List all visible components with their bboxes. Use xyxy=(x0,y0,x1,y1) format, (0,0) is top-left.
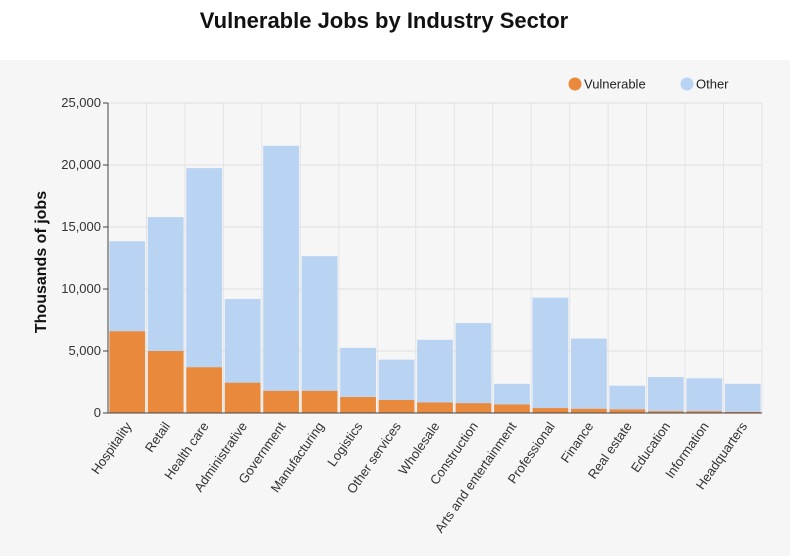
bar-other-8[interactable] xyxy=(417,339,453,403)
legend-swatch xyxy=(680,77,694,91)
y-tick-labels: 0 5,000 10,000 15,000 20,000 25,000 xyxy=(61,95,101,420)
bar-other-12[interactable] xyxy=(570,338,607,409)
bar-other-0[interactable] xyxy=(109,241,146,332)
y-tick-label: 20,000 xyxy=(61,157,101,172)
bar-vulnerable-7[interactable] xyxy=(378,399,415,413)
bar-vulnerable-13[interactable] xyxy=(609,409,646,413)
x-tick-label: Logistics xyxy=(324,419,366,469)
legend-label: Other xyxy=(696,77,729,92)
bar-other-9[interactable] xyxy=(455,323,492,404)
bar-other-7[interactable] xyxy=(378,359,415,400)
x-tick-label: Finance xyxy=(558,419,597,465)
bar-vulnerable-4[interactable] xyxy=(263,390,300,413)
bar-vulnerable-5[interactable] xyxy=(301,390,338,413)
bar-vulnerable-16[interactable] xyxy=(724,411,761,413)
bar-vulnerable-14[interactable] xyxy=(647,411,684,413)
bar-vulnerable-3[interactable] xyxy=(224,382,261,413)
bar-other-5[interactable] xyxy=(301,256,338,391)
legend-swatch xyxy=(568,77,582,91)
chart-panel: 0 5,000 10,000 15,000 20,000 25,000 Hospitali… xyxy=(0,60,790,556)
legend[interactable]: Vulnerable Other xyxy=(568,77,730,92)
axis-layer xyxy=(103,102,762,414)
bar-other-16[interactable] xyxy=(724,383,761,412)
bar-other-15[interactable] xyxy=(686,378,723,412)
bar-vulnerable-0[interactable] xyxy=(109,331,146,413)
legend-item-vulnerable[interactable]: Vulnerable xyxy=(568,77,646,92)
legend-item-other[interactable]: Other xyxy=(680,77,730,92)
bar-other-1[interactable] xyxy=(147,217,184,351)
bar-vulnerable-6[interactable] xyxy=(340,396,376,413)
y-axis-label: Thousands of jobs xyxy=(33,191,50,333)
bar-vulnerable-9[interactable] xyxy=(455,403,492,413)
bar-layer xyxy=(109,145,761,413)
bar-other-13[interactable] xyxy=(609,385,646,410)
bar-vulnerable-2[interactable] xyxy=(186,367,223,413)
bar-vulnerable-10[interactable] xyxy=(494,404,530,413)
x-tick-label: Retail xyxy=(142,419,173,455)
x-tick-label: Hospitality xyxy=(88,419,135,477)
legend-label: Vulnerable xyxy=(584,77,646,92)
bar-other-11[interactable] xyxy=(532,297,569,409)
bar-vulnerable-1[interactable] xyxy=(147,351,184,413)
bar-other-2[interactable] xyxy=(186,168,223,368)
y-tick-label: 0 xyxy=(94,405,101,420)
bar-other-3[interactable] xyxy=(224,298,261,383)
chart-title: Vulnerable Jobs by Industry Sector xyxy=(199,8,569,33)
bar-vulnerable-11[interactable] xyxy=(532,408,569,413)
grid-layer xyxy=(107,102,763,414)
bar-other-10[interactable] xyxy=(494,383,530,405)
bar-other-14[interactable] xyxy=(647,377,684,412)
bar-vulnerable-15[interactable] xyxy=(686,411,723,413)
y-tick-label: 5,000 xyxy=(68,343,101,358)
y-tick-label: 25,000 xyxy=(61,95,101,110)
bar-vulnerable-12[interactable] xyxy=(570,408,607,413)
y-tick-label: 15,000 xyxy=(61,219,101,234)
chart-svg: 0 5,000 10,000 15,000 20,000 25,000 Hospitali… xyxy=(33,77,763,536)
bar-other-6[interactable] xyxy=(340,347,376,397)
bar-other-4[interactable] xyxy=(263,145,300,391)
y-tick-label: 10,000 xyxy=(61,281,101,296)
bar-vulnerable-8[interactable] xyxy=(417,402,453,413)
